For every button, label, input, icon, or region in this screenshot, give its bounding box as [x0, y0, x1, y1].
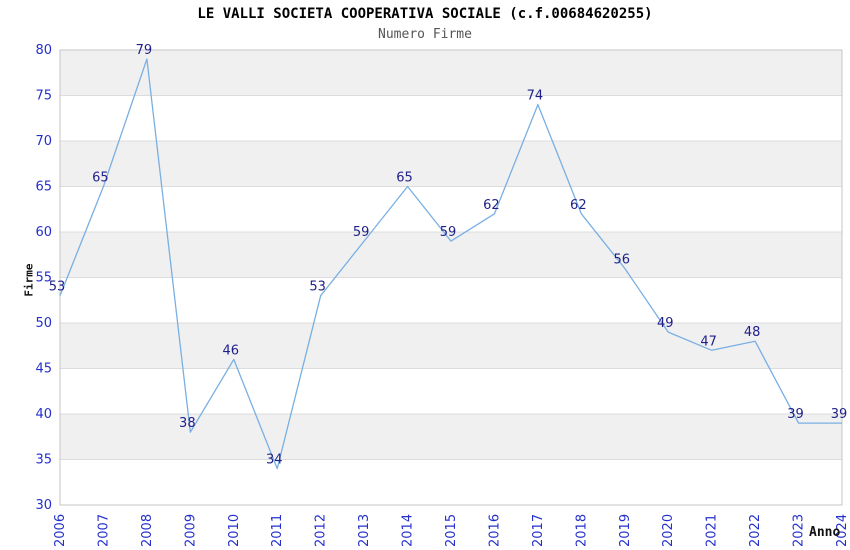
grid-band: [60, 323, 842, 369]
grid-band: [60, 186, 842, 232]
chart-line: [59, 58, 842, 470]
x-tick-label: 2007: [96, 514, 111, 547]
grid-band: [60, 414, 842, 460]
data-point-label: 38: [179, 416, 196, 431]
data-point-label: 47: [700, 334, 717, 349]
x-tick-label: 2008: [140, 514, 155, 547]
x-tick-label: 2023: [792, 514, 807, 547]
data-point-label: 53: [49, 280, 66, 295]
data-point-label: 65: [92, 171, 109, 186]
x-tick-label: 2020: [661, 514, 676, 547]
data-point-label: 65: [396, 171, 413, 186]
y-tick-label: 55: [35, 271, 52, 286]
data-point-label: 49: [657, 316, 674, 331]
chart-subtitle: Numero Firme: [378, 27, 472, 42]
data-point-label: 59: [353, 225, 370, 240]
chart-title: LE VALLI SOCIETA COOPERATIVA SOCIALE (c.…: [197, 6, 653, 22]
y-tick-label: 30: [35, 498, 52, 513]
data-point-label: 79: [136, 43, 153, 58]
data-point-label: 53: [309, 280, 326, 295]
grid-band: [60, 277, 842, 323]
x-tick-label: 2013: [357, 514, 372, 547]
x-tick-label: 2014: [401, 514, 416, 547]
x-tick-label: 2010: [227, 514, 242, 547]
x-tick-label: 2015: [444, 514, 459, 547]
data-point-label: 48: [744, 325, 761, 340]
grid-band: [60, 141, 842, 187]
data-point-label: 39: [787, 407, 804, 422]
y-tick-label: 60: [35, 225, 52, 240]
grid-band: [60, 459, 842, 505]
y-tick-label: 50: [35, 316, 52, 331]
grid-band: [60, 368, 842, 414]
x-tick-label: 2022: [748, 514, 763, 547]
y-tick-label: 45: [35, 362, 52, 377]
grid-band: [60, 95, 842, 141]
data-point-label: 59: [440, 225, 457, 240]
y-tick-label: 40: [35, 407, 52, 422]
data-point-label: 34: [266, 453, 283, 468]
x-tick-label: 2019: [618, 514, 633, 547]
x-tick-label: 2017: [531, 514, 546, 547]
y-tick-label: 65: [35, 180, 52, 195]
data-point-label: 62: [570, 198, 587, 213]
y-tick-label: 70: [35, 134, 52, 149]
x-tick-label: 2009: [183, 514, 198, 547]
x-tick-label: 2012: [314, 514, 329, 547]
x-tick-label: 2018: [574, 514, 589, 547]
y-tick-label: 75: [35, 89, 52, 104]
x-tick-label: 2006: [53, 514, 68, 547]
data-point-label: 46: [223, 343, 240, 358]
data-point-label: 62: [483, 198, 500, 213]
data-point-label: 74: [527, 89, 544, 104]
y-tick-label: 35: [35, 453, 52, 468]
x-tick-label: 2021: [705, 514, 720, 547]
x-tick-label: 2016: [487, 514, 502, 547]
data-point-label: 39: [831, 407, 848, 422]
grid-band: [60, 50, 842, 96]
grid-band: [60, 232, 842, 278]
y-tick-label: 80: [35, 43, 52, 58]
plot-border: [59, 49, 843, 506]
data-point-label: 56: [614, 252, 631, 267]
x-tick-label: 2011: [270, 514, 285, 547]
x-tick-label: 2024: [835, 514, 850, 547]
x-axis-title: Anno: [809, 525, 841, 540]
